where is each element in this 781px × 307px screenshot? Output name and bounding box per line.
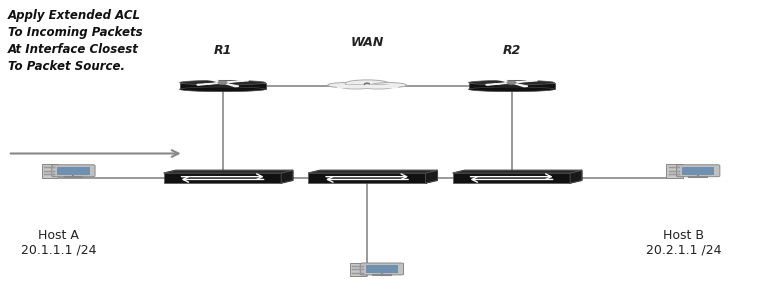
FancyBboxPatch shape bbox=[350, 262, 366, 276]
Bar bbox=[180, 83, 266, 89]
FancyBboxPatch shape bbox=[666, 164, 683, 178]
Ellipse shape bbox=[180, 87, 266, 91]
Polygon shape bbox=[426, 170, 437, 183]
Text: Host B
20.2.1.1 /24: Host B 20.2.1.1 /24 bbox=[646, 229, 721, 257]
Bar bbox=[469, 83, 555, 89]
Polygon shape bbox=[495, 79, 512, 83]
Circle shape bbox=[506, 81, 517, 85]
Bar bbox=[44, 174, 55, 175]
Bar bbox=[669, 167, 680, 169]
Polygon shape bbox=[281, 170, 293, 183]
Text: Host A
20.1.1.1 /24: Host A 20.1.1.1 /24 bbox=[21, 229, 96, 257]
Polygon shape bbox=[223, 83, 239, 87]
Bar bbox=[44, 167, 55, 169]
Ellipse shape bbox=[469, 80, 555, 85]
Polygon shape bbox=[337, 85, 397, 87]
Bar bbox=[453, 173, 570, 183]
Ellipse shape bbox=[341, 85, 372, 89]
Ellipse shape bbox=[372, 83, 406, 88]
Bar bbox=[352, 273, 364, 274]
Circle shape bbox=[217, 81, 228, 85]
Ellipse shape bbox=[469, 87, 555, 91]
Text: Apply Extended ACL
To Incoming Packets
At Interface Closest
To Packet Source.: Apply Extended ACL To Incoming Packets A… bbox=[8, 9, 142, 73]
Polygon shape bbox=[223, 80, 248, 83]
Polygon shape bbox=[453, 170, 582, 173]
Bar bbox=[669, 174, 680, 175]
Polygon shape bbox=[206, 79, 223, 83]
Text: WAN: WAN bbox=[351, 36, 383, 49]
Bar bbox=[682, 167, 715, 175]
Bar bbox=[669, 171, 680, 172]
Bar bbox=[352, 269, 364, 270]
Bar bbox=[308, 173, 426, 183]
Ellipse shape bbox=[362, 85, 394, 89]
Bar bbox=[366, 265, 398, 273]
Bar bbox=[44, 171, 55, 172]
Polygon shape bbox=[197, 83, 223, 85]
Polygon shape bbox=[486, 83, 512, 85]
FancyBboxPatch shape bbox=[676, 165, 720, 177]
FancyBboxPatch shape bbox=[41, 164, 58, 178]
Ellipse shape bbox=[328, 83, 362, 88]
Polygon shape bbox=[164, 170, 293, 173]
Polygon shape bbox=[570, 170, 582, 183]
Bar bbox=[57, 167, 90, 175]
Polygon shape bbox=[512, 83, 528, 87]
Ellipse shape bbox=[180, 80, 266, 85]
Bar bbox=[164, 173, 281, 183]
Bar bbox=[352, 266, 364, 267]
Text: R1: R1 bbox=[213, 44, 232, 57]
FancyBboxPatch shape bbox=[52, 165, 95, 177]
Polygon shape bbox=[512, 80, 537, 83]
FancyBboxPatch shape bbox=[360, 263, 404, 275]
Polygon shape bbox=[308, 170, 437, 173]
Ellipse shape bbox=[345, 80, 389, 87]
Text: R2: R2 bbox=[502, 44, 521, 57]
